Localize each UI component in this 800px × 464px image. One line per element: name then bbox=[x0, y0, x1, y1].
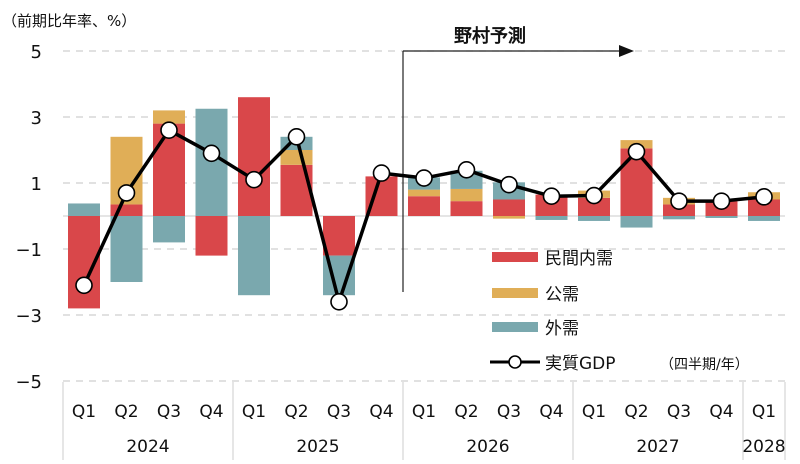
x-tick-label: Q2 bbox=[114, 402, 138, 422]
bar-segment bbox=[535, 216, 568, 220]
gdp-point bbox=[542, 187, 561, 205]
year-label: 2025 bbox=[296, 437, 339, 457]
x-tick-label: Q1 bbox=[242, 402, 266, 422]
gdp-line bbox=[75, 121, 773, 311]
y-axis-ticks: 5 3 1 −1 −3 −5 bbox=[15, 42, 42, 393]
x-tick-label: Q2 bbox=[284, 402, 308, 422]
bar-segment bbox=[153, 216, 185, 243]
legend-marker-gdp bbox=[508, 355, 522, 369]
gdp-point bbox=[372, 164, 391, 182]
gdp-point bbox=[202, 144, 221, 163]
bar-segment bbox=[110, 216, 143, 282]
legend-label-private: 民間内需 bbox=[545, 249, 613, 269]
x-tick-label: Q2 bbox=[624, 402, 648, 422]
bar-segment bbox=[408, 189, 440, 197]
year-label: 2026 bbox=[466, 437, 509, 457]
bar-segment bbox=[663, 204, 695, 216]
gdp-point bbox=[712, 192, 731, 210]
bar-segment bbox=[705, 216, 738, 218]
gdp-point bbox=[160, 121, 178, 139]
bar-segment bbox=[68, 203, 100, 216]
x-tick-label: Q1 bbox=[752, 402, 776, 422]
bar-segment bbox=[663, 216, 695, 220]
bar-segment bbox=[493, 216, 525, 219]
gdp-point bbox=[330, 292, 348, 311]
bar-segment bbox=[195, 216, 228, 256]
legend-label-gdp: 実質GDP bbox=[545, 354, 616, 374]
x-axis-label: （四半期/年） bbox=[660, 357, 749, 373]
x-tick-label: Q4 bbox=[709, 402, 733, 422]
bar-segment bbox=[748, 216, 780, 221]
x-tick-label: Q1 bbox=[72, 402, 96, 422]
bar-segment bbox=[535, 194, 568, 216]
x-tick-label: Q4 bbox=[539, 402, 563, 422]
gdp-point bbox=[415, 169, 433, 187]
gdp-point bbox=[670, 192, 688, 210]
bar-segment bbox=[153, 123, 185, 216]
year-label: 2027 bbox=[636, 437, 679, 457]
bar-segment bbox=[578, 216, 610, 221]
x-tick-label: Q1 bbox=[412, 402, 436, 422]
bar-segment bbox=[153, 110, 185, 124]
gdp-point bbox=[500, 175, 518, 194]
legend: 民間内需 公需 外需 実質GDP （四半期/年） bbox=[490, 249, 749, 374]
x-tick-label: Q4 bbox=[369, 402, 393, 422]
x-tick-label: Q3 bbox=[497, 402, 521, 422]
gdp-point bbox=[755, 188, 773, 206]
x-tick-label: Q4 bbox=[199, 402, 223, 422]
x-tick-label: Q1 bbox=[582, 402, 606, 422]
forecast-marker: 野村予測 bbox=[402, 25, 634, 292]
y-axis-label: （前期比年率、%） bbox=[2, 12, 136, 30]
x-tick-label: Q3 bbox=[327, 402, 351, 422]
bar-segment bbox=[238, 216, 270, 296]
legend-label-external: 外需 bbox=[545, 319, 579, 339]
gdp-point bbox=[627, 142, 646, 161]
x-tick-label: Q3 bbox=[667, 402, 691, 422]
legend-label-public: 公需 bbox=[545, 285, 579, 305]
gdp-point bbox=[287, 128, 306, 146]
y-tick-label: 5 bbox=[31, 42, 42, 63]
bar-segment bbox=[578, 197, 610, 216]
bar-segment bbox=[280, 164, 313, 216]
bar-segment bbox=[195, 108, 228, 216]
y-tick-label: 3 bbox=[31, 108, 42, 129]
gdp-point bbox=[117, 184, 136, 202]
bar-segment bbox=[450, 188, 483, 202]
year-label: 2028 bbox=[742, 437, 785, 457]
gdp-point bbox=[457, 161, 476, 179]
bar-segment bbox=[450, 201, 483, 216]
bar-segment bbox=[238, 97, 270, 216]
gdp-point bbox=[75, 276, 93, 295]
bar-segment bbox=[620, 216, 653, 228]
y-tick-label: 1 bbox=[31, 174, 42, 195]
bar-segment bbox=[748, 199, 780, 216]
legend-swatch-external bbox=[492, 322, 538, 332]
legend-swatch-public bbox=[492, 288, 538, 298]
bar-segment bbox=[450, 170, 483, 189]
year-label: 2024 bbox=[126, 437, 169, 457]
forecast-label: 野村予測 bbox=[454, 25, 526, 47]
x-tick-label: Q3 bbox=[157, 402, 181, 422]
forecast-arrowhead-icon bbox=[619, 45, 634, 57]
bar-segment bbox=[323, 216, 355, 256]
x-tick-label: Q2 bbox=[454, 402, 478, 422]
y-tick-label: −3 bbox=[15, 306, 42, 327]
bar-segment bbox=[110, 204, 143, 216]
bar-segment bbox=[493, 199, 525, 216]
legend-swatch-private bbox=[492, 252, 538, 262]
x-axis: Q1 Q2 Q3 Q4 Q1 Q2 Q3 Q4 Q1 Q2 Q3 Q4 Q1 Q2 Q3 Q4 Q1 2024 20… bbox=[62, 382, 786, 460]
bar-segment bbox=[280, 150, 313, 165]
y-tick-label: −5 bbox=[15, 372, 42, 393]
gdp-point bbox=[585, 186, 603, 205]
y-tick-label: −1 bbox=[15, 240, 42, 261]
bar-segment bbox=[408, 196, 440, 216]
gdp-point bbox=[245, 170, 263, 189]
